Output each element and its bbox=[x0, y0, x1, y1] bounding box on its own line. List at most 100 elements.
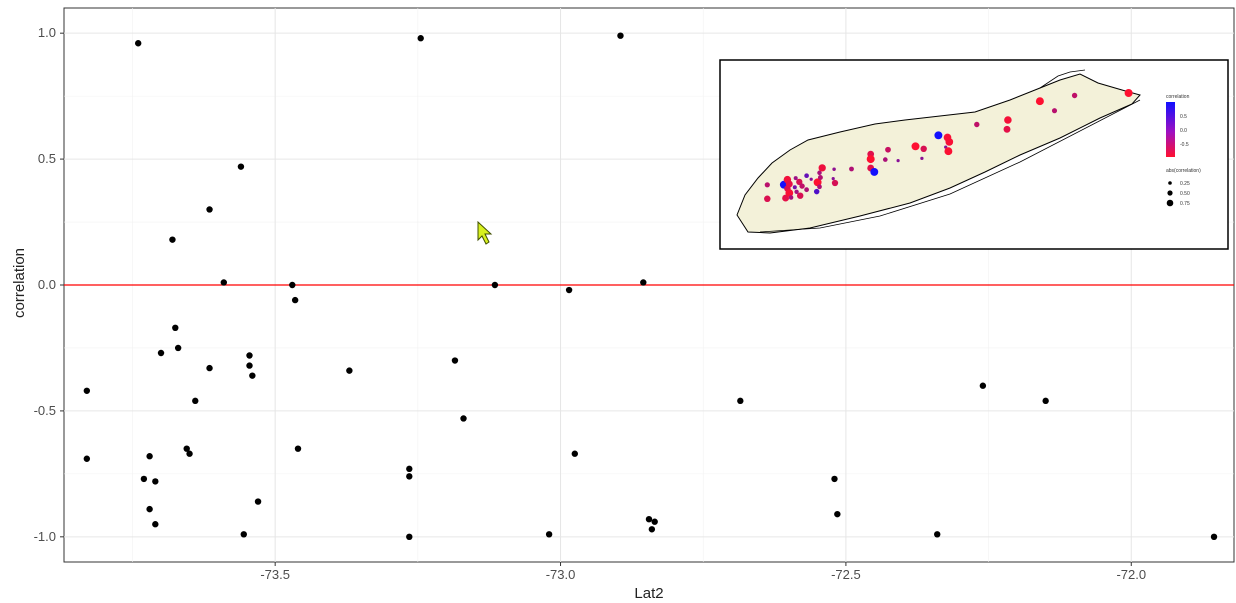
y-tick-label: 1.0 bbox=[38, 25, 56, 40]
inset-point bbox=[817, 170, 822, 176]
data-point bbox=[152, 478, 159, 485]
inset-point bbox=[764, 182, 770, 188]
data-point bbox=[571, 450, 579, 457]
x-tick-label: -72.0 bbox=[1116, 567, 1146, 582]
inset-point bbox=[1124, 89, 1133, 97]
inset-size-dot-small bbox=[1168, 181, 1172, 185]
barrier-island-line bbox=[759, 99, 1141, 233]
inset-point bbox=[866, 155, 875, 164]
data-point bbox=[934, 531, 941, 538]
inset-point bbox=[934, 131, 943, 140]
inset-point bbox=[799, 183, 805, 189]
inset-point bbox=[945, 138, 954, 146]
inset-point bbox=[794, 189, 799, 194]
data-point bbox=[1210, 533, 1218, 541]
data-point bbox=[346, 367, 353, 374]
inset-point bbox=[788, 195, 794, 200]
inset-point bbox=[817, 175, 823, 180]
inset-point bbox=[1004, 116, 1012, 124]
data-point bbox=[640, 279, 647, 286]
y-axis-title: correlation bbox=[11, 248, 28, 318]
data-point bbox=[186, 450, 193, 457]
inset-point bbox=[1003, 125, 1011, 133]
inset-legend-label-high: 0.5 bbox=[1180, 114, 1187, 120]
inset-point bbox=[809, 177, 813, 181]
y-tick-label: -1.0 bbox=[34, 529, 56, 544]
x-tick-label: -72.5 bbox=[831, 567, 861, 582]
inset-size-label-mid: 0.50 bbox=[1180, 191, 1190, 197]
data-point bbox=[152, 521, 159, 528]
data-point bbox=[183, 445, 190, 452]
inset-point bbox=[793, 176, 798, 181]
data-point bbox=[83, 455, 91, 462]
data-point bbox=[140, 475, 148, 483]
inset-point bbox=[813, 188, 820, 195]
data-point bbox=[157, 349, 165, 357]
data-point bbox=[249, 372, 256, 379]
y-tick-label: 0.5 bbox=[38, 151, 56, 166]
data-point bbox=[134, 40, 142, 47]
data-point bbox=[406, 465, 413, 473]
data-point bbox=[174, 344, 182, 352]
data-point bbox=[831, 475, 838, 483]
north-fork-outline bbox=[1039, 69, 1086, 89]
data-point bbox=[237, 163, 245, 170]
data-point bbox=[246, 362, 253, 369]
inset-legend-color-title: correlation bbox=[1166, 94, 1190, 100]
inset-point bbox=[804, 173, 809, 179]
data-point bbox=[737, 397, 744, 405]
inset-point bbox=[911, 142, 920, 151]
data-point bbox=[417, 35, 424, 42]
data-point bbox=[254, 498, 262, 505]
data-point bbox=[406, 533, 413, 541]
inset-point bbox=[1035, 97, 1044, 106]
data-point bbox=[617, 32, 624, 39]
inset-point bbox=[785, 180, 793, 188]
inset-size-dot-large bbox=[1166, 199, 1174, 207]
x-tick-label: -73.5 bbox=[260, 567, 290, 582]
inset-size-label-small: 0.25 bbox=[1180, 181, 1190, 187]
inset-point bbox=[764, 195, 771, 203]
data-point bbox=[451, 357, 459, 364]
inset-point bbox=[796, 192, 804, 199]
inset-size-label-large: 0.75 bbox=[1180, 201, 1190, 207]
data-point bbox=[206, 206, 213, 213]
inset-point bbox=[1071, 92, 1078, 99]
data-points bbox=[83, 32, 1218, 541]
inset-point bbox=[785, 189, 794, 197]
data-point bbox=[169, 236, 176, 243]
inset-point bbox=[885, 146, 891, 153]
x-axis-title: Lat2 bbox=[634, 585, 663, 602]
data-point bbox=[406, 473, 413, 480]
data-point bbox=[648, 526, 656, 533]
data-point bbox=[240, 531, 247, 538]
inset-point bbox=[818, 164, 826, 172]
inset-point bbox=[920, 156, 924, 161]
inset-point bbox=[782, 194, 790, 202]
y-axis-ticks: 1.0 0.5 0.0 -0.5 -1.0 bbox=[34, 25, 64, 544]
data-point bbox=[289, 281, 296, 289]
data-point bbox=[146, 453, 153, 460]
data-point bbox=[206, 364, 213, 372]
inset-legend-label-mid: 0.0 bbox=[1180, 128, 1187, 134]
data-point bbox=[645, 515, 653, 523]
data-point bbox=[172, 324, 179, 332]
inset-point bbox=[832, 167, 836, 172]
inset-point bbox=[804, 187, 809, 193]
data-point bbox=[491, 281, 499, 289]
inset-point bbox=[831, 177, 835, 181]
data-point bbox=[220, 279, 228, 286]
y-tick-label: 0.0 bbox=[38, 277, 56, 292]
inset-point bbox=[1051, 108, 1058, 114]
data-point bbox=[192, 397, 199, 405]
inset-legend-size-title: abs(correlation) bbox=[1166, 168, 1201, 174]
data-point bbox=[565, 286, 573, 294]
inset-point bbox=[817, 184, 822, 190]
x-axis-ticks: -73.5 -73.0 -72.5 -72.0 bbox=[260, 562, 1146, 582]
inset-point bbox=[974, 121, 980, 128]
data-point bbox=[545, 531, 553, 538]
inset-point bbox=[849, 166, 854, 172]
data-point bbox=[834, 510, 841, 518]
inset-point bbox=[792, 185, 797, 190]
